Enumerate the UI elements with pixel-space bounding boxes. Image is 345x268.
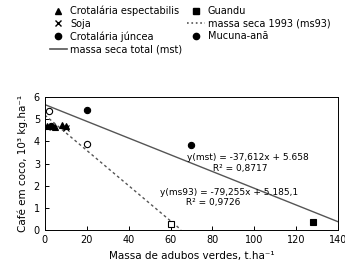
- X-axis label: Massa de adubos verdes, t.ha⁻¹: Massa de adubos verdes, t.ha⁻¹: [109, 251, 274, 261]
- Text: y(ms93) = -79,255x + 5.185,1
         R² = 0,9726: y(ms93) = -79,255x + 5.185,1 R² = 0,9726: [160, 188, 298, 207]
- Text: y(mst) = -37,612x + 5.658
         R² = 0,8717: y(mst) = -37,612x + 5.658 R² = 0,8717: [187, 153, 309, 173]
- Y-axis label: Café em coco, 10³ kg.ha⁻¹: Café em coco, 10³ kg.ha⁻¹: [18, 95, 28, 232]
- Legend: Crotalária espectabilis, Soja, Crotalária júncea, massa seca total (mst), Guandu: Crotalária espectabilis, Soja, Crotalári…: [50, 6, 330, 54]
